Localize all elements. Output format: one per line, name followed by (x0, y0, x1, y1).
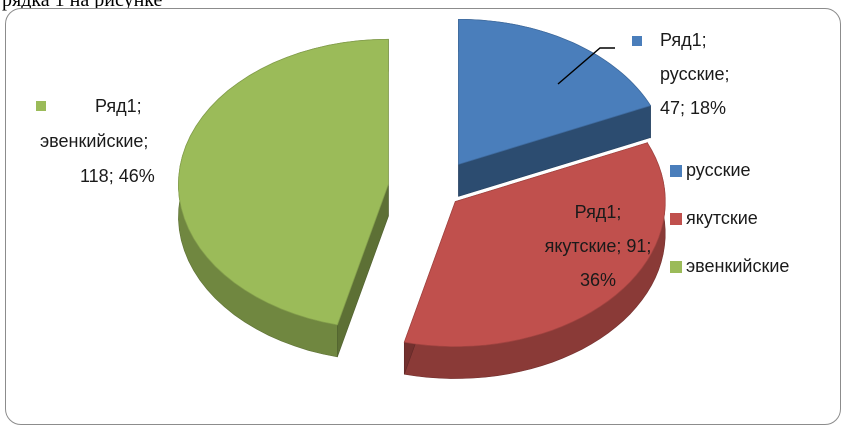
legend-swatch-russkie (670, 165, 682, 177)
caption-fragment: рядка 1 на рисунке (2, 0, 163, 11)
data-label-line: эвенкийские; (40, 131, 148, 151)
slice-top-evenkiyskie (177, 38, 389, 326)
legend: русские якутские эвенкийские (670, 160, 789, 276)
leader-line-russkie (557, 47, 615, 85)
legend-swatch-yakutskie (670, 213, 682, 225)
data-label-line: 118; 46% (80, 166, 155, 186)
data-label-line: Ряд1; (95, 96, 142, 116)
slice-top-yakutskie (403, 142, 666, 348)
data-label-line: 36% (580, 270, 616, 290)
data-label-russkie: Ряд1; русские; 47; 18% (660, 30, 730, 118)
slice-evenkiyskie (177, 38, 389, 358)
slice-yakutskie (403, 141, 666, 379)
data-label-evenkiyskie: Ряд1; эвенкийские; 118; 46% (40, 96, 155, 186)
leader-lines (557, 47, 615, 85)
slice-russkie (458, 19, 652, 197)
data-label-line: Ряд1; (575, 202, 622, 222)
label-key-russkie (632, 36, 642, 46)
legend-swatch-evenkiyskie (670, 261, 682, 273)
legend-label-russkie: русские (686, 160, 751, 180)
data-label-line: 47; 18% (660, 98, 726, 118)
slice-top-russkie (458, 19, 652, 165)
legend-label-evenkiyskie: эвенкийские (686, 256, 789, 276)
data-labels: Ряд1; русские; 47; 18% Ряд1; якутские; 91; 36… (36, 30, 730, 290)
pie-slices (177, 19, 666, 379)
data-label-line: Ряд1; (660, 30, 707, 50)
data-label-line: якутские; 91; (545, 236, 652, 256)
data-label-line: русские; (660, 64, 730, 84)
legend-label-yakutskie: якутские (686, 208, 758, 228)
label-key-evenkiyskie (36, 101, 46, 111)
data-label-yakutskie: Ряд1; якутские; 91; 36% (545, 202, 652, 290)
